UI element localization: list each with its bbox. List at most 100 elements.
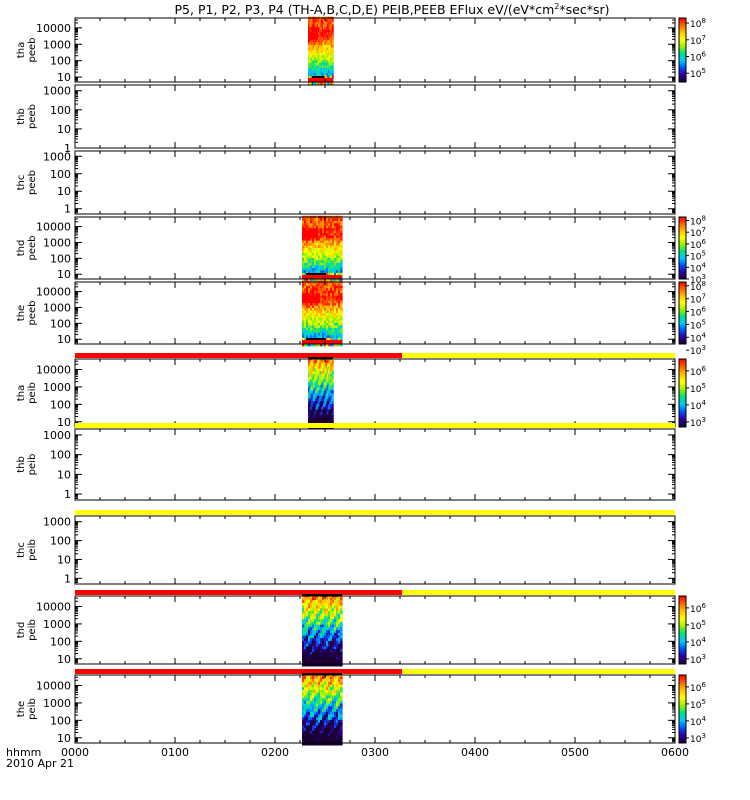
spectrogram-cell <box>330 293 333 297</box>
spectrogram-cell <box>328 382 330 386</box>
spectrogram-cell <box>308 52 310 57</box>
spectrogram-cell <box>322 258 325 262</box>
spectrogram-cell <box>320 313 323 317</box>
spectrogram-cell <box>331 360 334 365</box>
spectrogram-cell <box>306 318 309 322</box>
spectrogram-cell <box>340 293 343 297</box>
spectrogram-cell <box>323 360 325 365</box>
spectrogram-cell <box>324 695 327 700</box>
spectrogram-cell <box>334 613 337 618</box>
spectrogram-cell <box>316 42 319 47</box>
spectrogram-cell <box>314 719 317 724</box>
spectrogram-cell <box>326 600 329 604</box>
spectrogram-cell <box>332 703 335 708</box>
spectrogram-cell <box>329 409 332 414</box>
spectrogram-cell <box>310 32 313 36</box>
spectrogram-cell <box>319 417 322 422</box>
spectrogram-cell <box>331 376 334 381</box>
spectrogram-cell <box>308 401 310 405</box>
spectrogram-cell <box>331 420 334 425</box>
spectrogram-cell <box>334 300 337 305</box>
spectrogram-cell <box>331 16 334 21</box>
spectrogram-cell <box>310 50 313 54</box>
spectrogram-cell <box>302 739 305 743</box>
spectrogram-cell <box>320 594 323 599</box>
spectrogram-cell <box>315 401 318 405</box>
spectrogram-cell <box>312 223 315 227</box>
spectrogram-cell <box>302 243 305 247</box>
spectrogram-cell <box>334 260 337 264</box>
spectrogram-cell <box>320 613 323 618</box>
y-tick-label: 10 <box>57 185 71 198</box>
spectrogram-cell <box>334 714 337 719</box>
spectrogram-cell <box>334 230 337 235</box>
spectrogram-cell <box>306 700 309 705</box>
spectrogram-cell <box>308 619 311 623</box>
spectrogram-cell <box>340 235 343 240</box>
spectrogram-cell <box>302 248 305 252</box>
spectrogram-cell <box>326 27 329 31</box>
spectrogram-cell <box>313 57 315 62</box>
spectrogram-cell <box>334 298 337 302</box>
spectrogram-cell <box>330 255 333 260</box>
panel-species-label: peeb <box>27 38 38 63</box>
spectrogram-cell <box>326 616 329 621</box>
spectrogram-cell <box>320 611 323 615</box>
spectrogram-cell <box>330 725 333 730</box>
spectrogram-cell <box>304 238 307 242</box>
spectrogram-cell <box>302 332 305 337</box>
spectrogram-cell <box>310 382 313 386</box>
spectrogram-cell <box>312 277 315 282</box>
spectrogram-cell <box>321 368 324 373</box>
spectrogram-cell <box>326 290 329 295</box>
spectrogram-cell <box>311 29 314 34</box>
spectrogram-cell <box>316 248 319 252</box>
spectrogram-cell <box>318 283 321 287</box>
spectrogram-cell <box>338 255 341 260</box>
spectrogram-cell <box>320 323 323 327</box>
spectrogram-cell <box>308 654 311 659</box>
spectrogram-cell <box>315 376 318 381</box>
y-tick-label: 10 <box>57 416 71 429</box>
spectrogram-cell <box>302 313 305 317</box>
spectrogram-cell <box>313 390 315 395</box>
spectrogram-cell <box>321 379 324 384</box>
spectrogram-cell <box>316 215 319 220</box>
spectrogram-cell <box>326 709 329 713</box>
spectrogram-cell <box>340 280 343 285</box>
colorbar-tick-exponent: 8 <box>701 215 705 223</box>
spectrogram-cell <box>322 616 325 621</box>
spectrogram-cell <box>340 597 343 602</box>
spectrogram-cell <box>302 602 305 607</box>
spectrogram-cell <box>313 401 315 405</box>
spectrogram-cell <box>334 627 337 632</box>
spectrogram-cell <box>323 32 325 36</box>
spectrogram-cell <box>332 657 335 662</box>
spectrogram-cell <box>334 739 337 743</box>
spectrogram-cell <box>320 248 323 252</box>
spectrogram-cell <box>310 342 313 347</box>
spectrogram-cell <box>314 401 317 405</box>
spectrogram-cell <box>320 262 323 267</box>
spectrogram-cell <box>326 16 329 21</box>
spectrogram-cell <box>310 325 313 329</box>
spectrogram-cell <box>313 55 315 59</box>
spectrogram-cell <box>304 643 307 648</box>
spectrogram-cell <box>325 368 328 373</box>
spectrogram-cell <box>323 21 325 26</box>
spectrogram-cell <box>306 676 309 681</box>
spectrogram-cell <box>331 27 334 31</box>
spectrogram-cell <box>312 624 315 629</box>
spectrogram-cell <box>308 34 310 39</box>
x-ticks <box>74 516 676 584</box>
spectrogram-cell <box>332 258 335 262</box>
spectrogram-cell <box>328 342 331 347</box>
spectrogram-cell <box>330 335 333 339</box>
spectrogram-cell <box>306 698 309 702</box>
spectrogram-cell <box>326 283 329 287</box>
spectrogram-cell <box>320 635 323 640</box>
spectrogram-cell <box>320 357 323 362</box>
spectrogram-cell <box>316 342 319 347</box>
